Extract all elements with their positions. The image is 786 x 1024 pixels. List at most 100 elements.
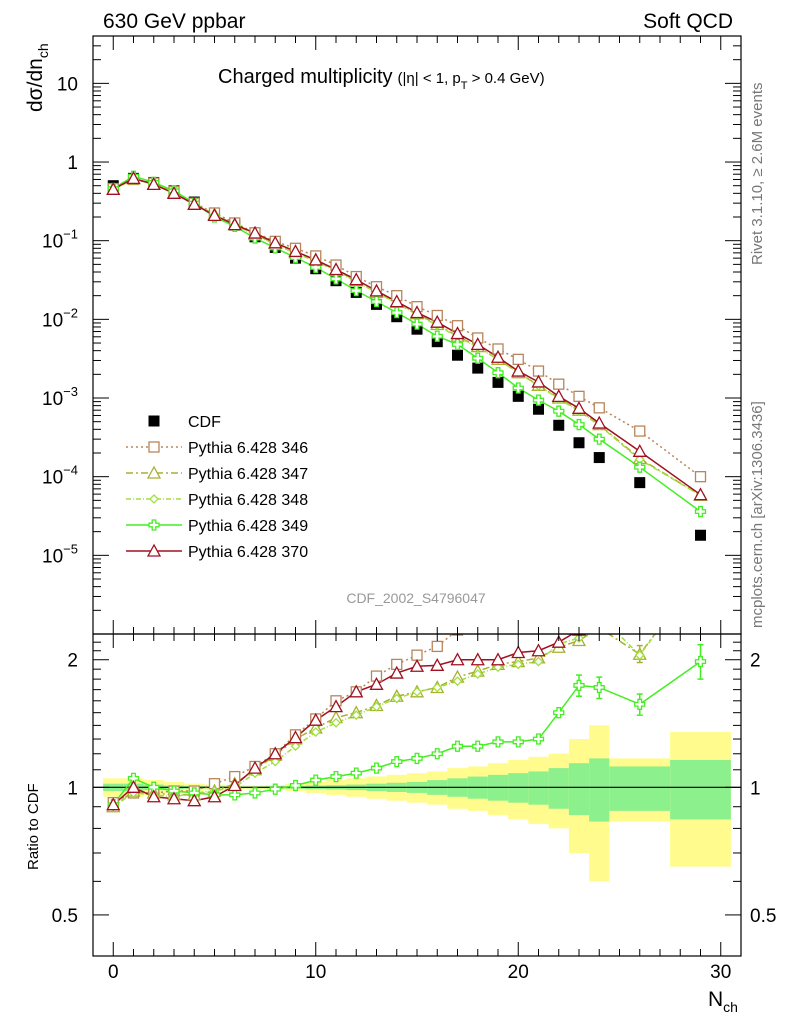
y-tick-label: 10−5 — [42, 541, 78, 567]
y-tick-label-base: 10 — [42, 468, 63, 489]
mc-point — [330, 273, 342, 285]
y-axis-label: dσ/dnch — [24, 43, 51, 112]
ratio-point — [389, 665, 404, 679]
ratio-y-tick-label: 0.5 — [52, 906, 78, 927]
ratio-point — [472, 740, 484, 752]
ratio-point — [349, 684, 364, 698]
y-tick-label-base: 10 — [57, 74, 78, 95]
mc-point — [369, 283, 384, 297]
data-point — [472, 362, 484, 374]
mc-point — [431, 330, 443, 342]
mc-point — [370, 295, 383, 308]
mc-point — [268, 235, 283, 249]
ratio-point — [411, 649, 423, 661]
ratio-point — [532, 733, 545, 745]
ratio-point — [106, 797, 121, 811]
data-point — [533, 403, 544, 415]
mc-point — [693, 487, 708, 501]
mc-point — [126, 170, 141, 185]
mc-point — [106, 181, 121, 195]
ratio-point — [308, 712, 323, 726]
legend-marker — [148, 441, 160, 453]
ratio-point — [554, 568, 564, 578]
ratio-point — [634, 698, 646, 710]
ratio-point — [430, 657, 445, 671]
mc-point — [532, 365, 545, 377]
ratio-point — [310, 727, 321, 738]
chart-title-cut-post: > 0.4 GeV) — [468, 70, 545, 87]
mc-point — [592, 415, 607, 429]
ratio-point — [391, 755, 403, 768]
ratio-point — [635, 514, 645, 524]
ratio-point — [270, 756, 281, 767]
mc-point — [694, 505, 707, 518]
mc-point — [694, 471, 707, 483]
chart-title: Charged multiplicity (|η| < 1, pT > 0.4 G… — [218, 66, 545, 92]
ratio-point — [634, 650, 645, 661]
ratio-point — [531, 643, 546, 657]
ratio-point — [513, 586, 523, 596]
rivet-version-label: Rivet 3.1.10, ≥ 2.6M events — [749, 83, 766, 266]
uncertainty-band-inner — [609, 766, 671, 811]
ratio-point — [450, 652, 465, 666]
ratio-point — [288, 730, 303, 744]
mc-point — [389, 294, 404, 308]
ratio-point — [511, 645, 526, 659]
series-line — [112, 175, 701, 513]
mc-point — [632, 443, 647, 457]
uncertainty-band-inner — [528, 771, 549, 805]
data-point — [593, 452, 605, 464]
ratio-point — [432, 682, 443, 693]
legend-marker — [148, 415, 160, 427]
ratio-point — [146, 789, 161, 803]
ratio-point — [391, 693, 402, 704]
ratio-point — [492, 736, 504, 748]
x-axis-label: Nch — [708, 988, 738, 1015]
chart-title-main: Charged multiplicity — [218, 66, 393, 88]
ratio-point — [431, 640, 443, 653]
legend-marker — [146, 465, 162, 479]
y-tick-label-base: 10 — [42, 232, 63, 253]
ratio-point — [412, 686, 422, 697]
mc-point — [531, 374, 546, 388]
header-left: 630 GeV ppbar — [103, 10, 245, 33]
ratio-point — [472, 669, 483, 679]
ratio-point — [574, 552, 584, 562]
ratio-point — [370, 762, 383, 774]
ratio-point — [694, 655, 707, 668]
ratio-point — [207, 789, 222, 803]
legend-marker — [146, 543, 162, 557]
mc-point — [532, 394, 545, 406]
mc-point — [391, 306, 403, 319]
mc-point — [328, 262, 344, 276]
data-point — [553, 419, 565, 431]
legend-label: Pythia 6.428 347 — [188, 466, 308, 483]
mc-point — [573, 418, 585, 431]
ratio-axis-label: Ratio to CDF — [25, 783, 42, 870]
ratio-point — [369, 676, 384, 690]
legend-label: Pythia 6.428 370 — [188, 544, 308, 561]
ratio-point — [470, 652, 485, 666]
ratio-point — [331, 717, 341, 728]
y-tick-label-exp: −3 — [63, 384, 78, 399]
mc-point — [349, 272, 364, 286]
y-tick-label-exp: −5 — [63, 541, 78, 556]
legend-label: Pythia 6.428 346 — [188, 440, 308, 457]
mc-point — [571, 400, 587, 414]
mc-point — [553, 405, 565, 417]
mc-point — [451, 338, 464, 351]
ratio-y-tick-label-right: 1 — [750, 778, 761, 799]
data-point — [512, 390, 524, 402]
x-axis-label-main: N — [708, 988, 723, 1011]
mc-point — [492, 367, 504, 379]
y-tick-label-exp: −4 — [63, 463, 78, 478]
uncertainty-band-inner — [589, 758, 610, 822]
ratio-point — [409, 658, 425, 672]
legend: CDF Pythia 6.428 346 Pythia 6.428 347 Pythi… — [126, 414, 308, 561]
ratio-point — [247, 760, 263, 774]
ratio-point — [249, 787, 261, 799]
legend-marker — [148, 519, 160, 531]
y-tick-label-exp: −2 — [63, 305, 78, 320]
y-tick-label-base: 10 — [42, 389, 63, 410]
